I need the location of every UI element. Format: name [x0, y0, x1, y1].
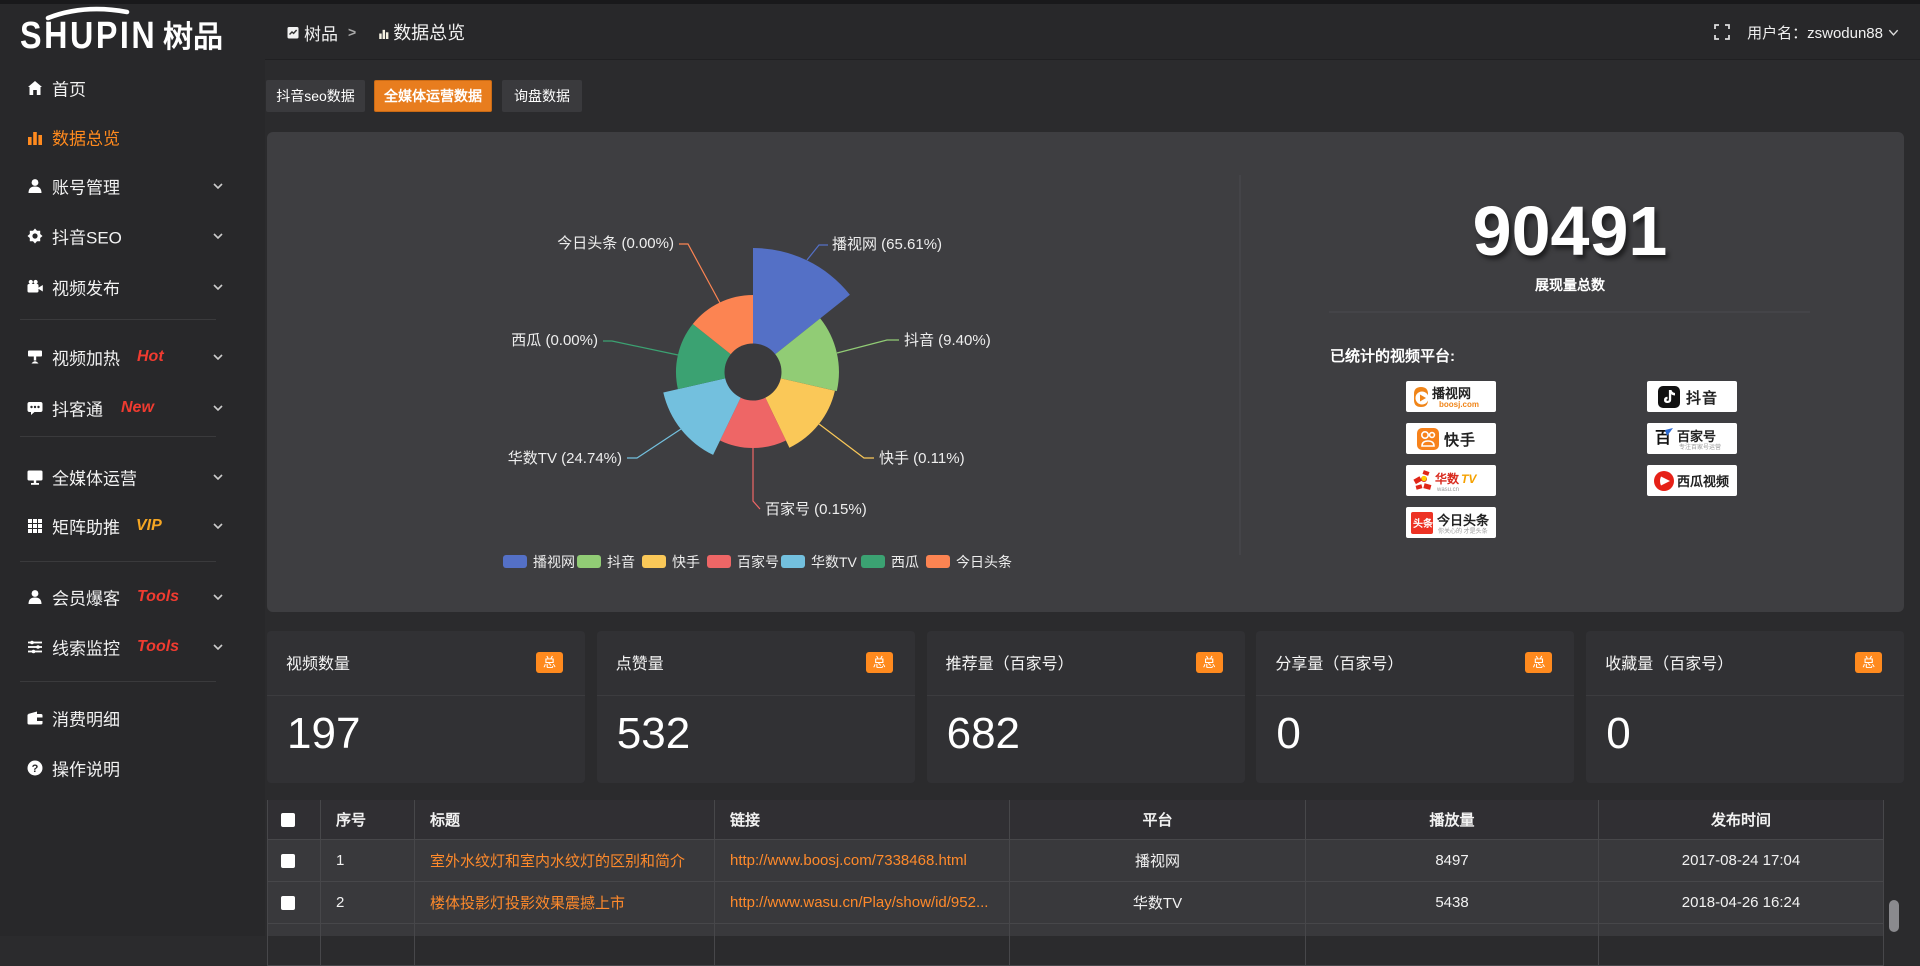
- svg-text:百家号: 百家号: [1677, 429, 1716, 444]
- svg-text:百家号 (0.15%): 百家号 (0.15%): [765, 501, 867, 518]
- svg-text:SHUPIN: SHUPIN: [20, 15, 157, 57]
- svg-text:抖音: 抖音: [1686, 389, 1718, 407]
- svg-text:西瓜视频: 西瓜视频: [1677, 474, 1729, 489]
- svg-text:今日头条 (0.00%): 今日头条 (0.00%): [557, 235, 674, 252]
- svg-text:播视网: 播视网: [533, 554, 575, 570]
- svg-text:今日头条: 今日头条: [956, 554, 1012, 570]
- svg-text:西瓜 (0.00%): 西瓜 (0.00%): [511, 332, 598, 349]
- svg-text:TV: TV: [1461, 472, 1477, 486]
- svg-text:?: ?: [32, 763, 39, 775]
- svg-text:头条: 头条: [1413, 517, 1434, 530]
- svg-text:快手: 快手: [1444, 431, 1476, 449]
- svg-text:播视网: 播视网: [1432, 386, 1471, 401]
- svg-text:华数: 华数: [1435, 471, 1460, 486]
- svg-text:华数TV: 华数TV: [811, 554, 858, 570]
- svg-text:你关心的 才是头条: 你关心的 才是头条: [1438, 527, 1488, 535]
- svg-text:抖音: 抖音: [607, 554, 635, 570]
- svg-text:展现量总数: 展现量总数: [1535, 277, 1606, 293]
- svg-text:已统计的视频平台:: 已统计的视频平台:: [1330, 347, 1455, 365]
- svg-text:百家号: 百家号: [737, 554, 779, 570]
- svg-text:树品: 树品: [163, 21, 223, 54]
- svg-text:快手 (0.11%): 快手 (0.11%): [879, 450, 965, 467]
- svg-text:专注百家号运营: 专注百家号运营: [1679, 443, 1721, 451]
- svg-text:西瓜: 西瓜: [891, 554, 919, 570]
- svg-text:快手: 快手: [672, 554, 700, 570]
- svg-text:播视网 (65.61%): 播视网 (65.61%): [832, 236, 942, 253]
- svg-text:wasu.cn: wasu.cn: [1436, 487, 1459, 493]
- svg-text:华数TV (24.74%): 华数TV (24.74%): [508, 450, 622, 467]
- svg-text:90491: 90491: [1473, 192, 1668, 270]
- svg-text:boosj.com: boosj.com: [1439, 400, 1479, 409]
- svg-text:抖音 (9.40%): 抖音 (9.40%): [904, 332, 991, 349]
- svg-text:今日头条: 今日头条: [1436, 513, 1490, 528]
